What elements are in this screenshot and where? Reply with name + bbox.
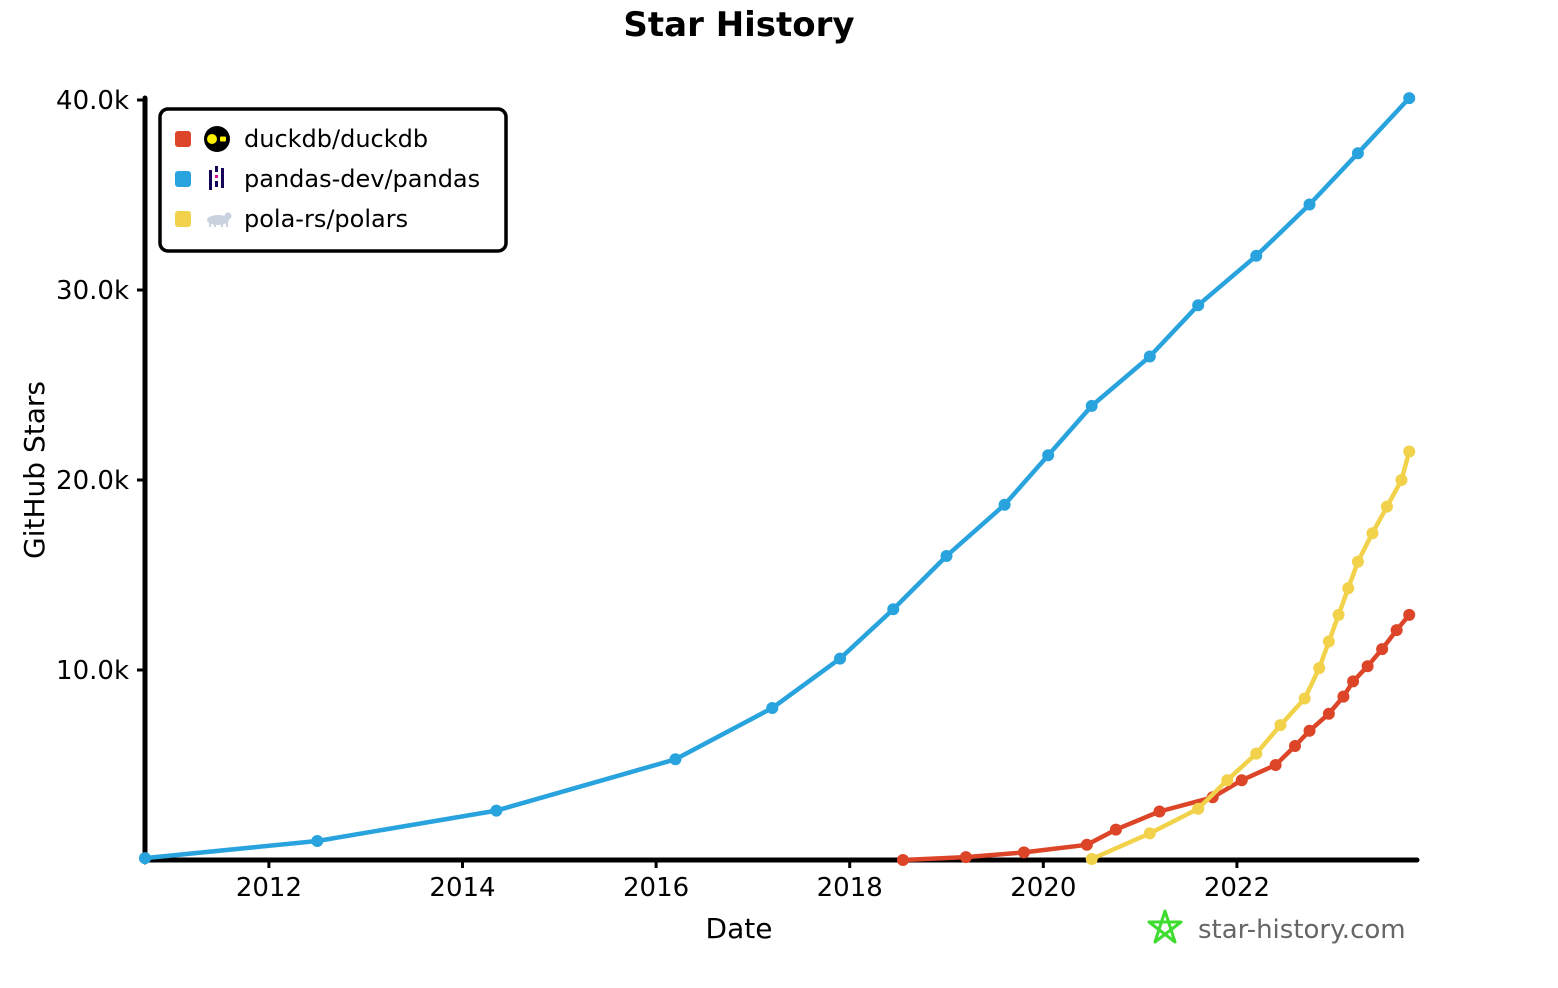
- pandas-logo-icon: [209, 166, 224, 190]
- data-point-polars: [1366, 527, 1379, 540]
- legend-item-duckdb: duckdb/duckdb: [175, 125, 428, 153]
- data-point-pandas: [1085, 399, 1098, 412]
- data-point-duckdb: [1288, 740, 1301, 752]
- series-layer: [139, 92, 1416, 866]
- x-tick-label: 2016: [623, 873, 689, 903]
- y-tick-label: 10.0k: [56, 656, 129, 686]
- legend-label-polars: pola-rs/polars: [244, 205, 408, 233]
- data-point-duckdb: [1235, 774, 1248, 787]
- data-point-pandas: [940, 550, 953, 562]
- chart-title: Star History: [623, 5, 854, 45]
- data-point-pandas: [1042, 449, 1055, 462]
- data-point-pandas: [1192, 299, 1205, 312]
- data-point-pandas: [1403, 92, 1416, 105]
- series-duckdb: [896, 608, 1416, 866]
- legend-label-duckdb: duckdb/duckdb: [244, 125, 428, 153]
- data-point-pandas: [1303, 198, 1316, 211]
- data-point-pandas: [1250, 249, 1263, 262]
- data-point-polars: [1395, 474, 1408, 486]
- data-point-pandas: [834, 652, 847, 665]
- star-history-url: star-history.com: [1198, 915, 1406, 945]
- x-axis-label: Date: [706, 912, 773, 945]
- data-point-duckdb: [1403, 608, 1416, 621]
- duckdb-logo-icon: [204, 126, 230, 152]
- x-tick-labels: 2012 2014 2016 2018 2020 2022: [236, 860, 1270, 903]
- data-point-duckdb: [1017, 846, 1030, 859]
- legend-swatch-duckdb: [175, 131, 191, 147]
- data-point-pandas: [669, 753, 682, 766]
- data-point-pandas: [311, 835, 324, 847]
- y-tick-label: 40.0k: [56, 86, 129, 116]
- x-tick-label: 2014: [429, 873, 495, 903]
- data-point-duckdb: [1080, 838, 1093, 851]
- data-point-duckdb: [1337, 690, 1350, 703]
- data-point-pandas: [887, 603, 900, 616]
- data-point-pandas: [1351, 147, 1364, 160]
- y-tick-labels: 10.0k 20.0k 30.0k 40.0k: [56, 86, 145, 686]
- data-point-polars: [1332, 608, 1345, 621]
- data-point-polars: [1221, 774, 1234, 787]
- legend: duckdb/duckdb pandas-dev/pandas: [158, 107, 508, 253]
- data-point-pandas: [490, 804, 503, 817]
- y-tick-label: 30.0k: [56, 276, 129, 306]
- legend-box: [158, 107, 508, 253]
- data-point-polars: [1313, 662, 1326, 675]
- x-tick-label: 2020: [1010, 873, 1076, 903]
- x-tick-label: 2018: [817, 873, 883, 903]
- star-history-branding: star-history.com: [1147, 909, 1406, 945]
- data-point-polars: [1085, 853, 1098, 866]
- data-point-pandas: [139, 852, 151, 865]
- legend-label-pandas: pandas-dev/pandas: [244, 165, 480, 193]
- data-point-duckdb: [1347, 675, 1360, 688]
- data-point-duckdb: [1322, 707, 1335, 720]
- data-point-pandas: [766, 702, 779, 714]
- data-point-duckdb: [1269, 759, 1282, 771]
- data-point-duckdb: [1153, 805, 1166, 818]
- data-point-duckdb: [1109, 823, 1122, 836]
- data-point-polars: [1192, 802, 1205, 815]
- data-point-pandas: [998, 498, 1011, 511]
- y-axis-label: GitHub Stars: [18, 381, 51, 559]
- data-point-duckdb: [959, 851, 972, 864]
- data-point-polars: [1351, 555, 1364, 568]
- data-point-duckdb: [896, 854, 909, 866]
- data-point-duckdb: [1361, 660, 1374, 673]
- polar-bear-icon: [207, 212, 232, 227]
- data-point-polars: [1143, 827, 1156, 840]
- data-point-duckdb: [1303, 724, 1316, 737]
- data-point-duckdb: [1376, 643, 1389, 656]
- legend-item-pandas: pandas-dev/pandas: [175, 165, 480, 193]
- data-point-pandas: [1143, 350, 1156, 363]
- y-tick-label: 20.0k: [56, 466, 129, 496]
- data-point-polars: [1380, 500, 1393, 513]
- x-tick-label: 2012: [236, 873, 302, 903]
- data-point-polars: [1342, 582, 1355, 595]
- series-line-polars: [1089, 449, 1412, 862]
- series-polars: [1085, 445, 1416, 866]
- data-point-duckdb: [1390, 624, 1403, 637]
- legend-swatch-polars: [175, 211, 191, 227]
- data-point-polars: [1274, 719, 1287, 732]
- series-pandas: [139, 92, 1416, 865]
- legend-swatch-pandas: [175, 171, 191, 187]
- data-point-polars: [1403, 445, 1416, 458]
- series-line-duckdb: [900, 612, 1412, 863]
- star-logo-icon: [1147, 909, 1183, 944]
- legend-item-polars: pola-rs/polars: [175, 205, 408, 233]
- x-tick-label: 2022: [1204, 873, 1270, 903]
- data-point-polars: [1298, 692, 1311, 705]
- data-point-polars: [1322, 635, 1335, 648]
- data-point-polars: [1250, 747, 1263, 760]
